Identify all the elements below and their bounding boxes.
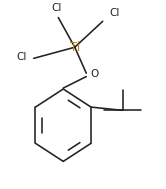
Text: O: O bbox=[90, 69, 99, 79]
Text: Cl: Cl bbox=[17, 52, 27, 62]
Text: Cl: Cl bbox=[51, 3, 62, 13]
Text: Ti: Ti bbox=[70, 41, 80, 54]
Text: Cl: Cl bbox=[109, 8, 120, 18]
